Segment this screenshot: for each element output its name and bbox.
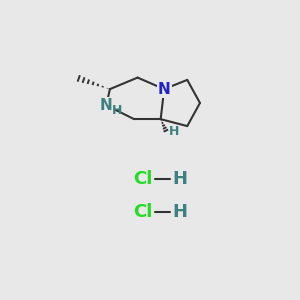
Text: H: H xyxy=(172,202,187,220)
Text: H: H xyxy=(172,170,187,188)
Text: Cl: Cl xyxy=(133,170,153,188)
Text: N: N xyxy=(100,98,113,113)
Text: N: N xyxy=(158,82,170,97)
Text: Cl: Cl xyxy=(133,202,153,220)
Text: H: H xyxy=(112,104,122,117)
Text: H: H xyxy=(169,125,179,138)
